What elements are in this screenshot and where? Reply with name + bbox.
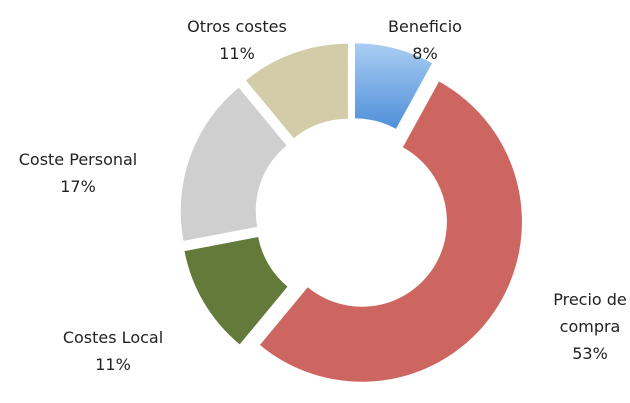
segment-value: 11% <box>219 44 255 63</box>
segment-label: Coste Personal <box>19 150 138 169</box>
segment-value: 11% <box>95 355 131 374</box>
donut-segment <box>184 237 288 345</box>
donut-segment <box>354 43 433 129</box>
segment-value: 17% <box>60 177 96 196</box>
segment-label: Costes Local <box>63 328 163 347</box>
segment-value: 8% <box>412 44 437 63</box>
segment-label: Precio de compra <box>553 290 627 336</box>
segment-label: Otros costes <box>187 17 287 36</box>
donut-segment <box>180 87 287 241</box>
segment-label: Beneficio <box>388 17 462 36</box>
donut-segment <box>259 81 522 382</box>
segment-value: 53% <box>572 344 608 363</box>
donut-segment <box>245 43 348 139</box>
